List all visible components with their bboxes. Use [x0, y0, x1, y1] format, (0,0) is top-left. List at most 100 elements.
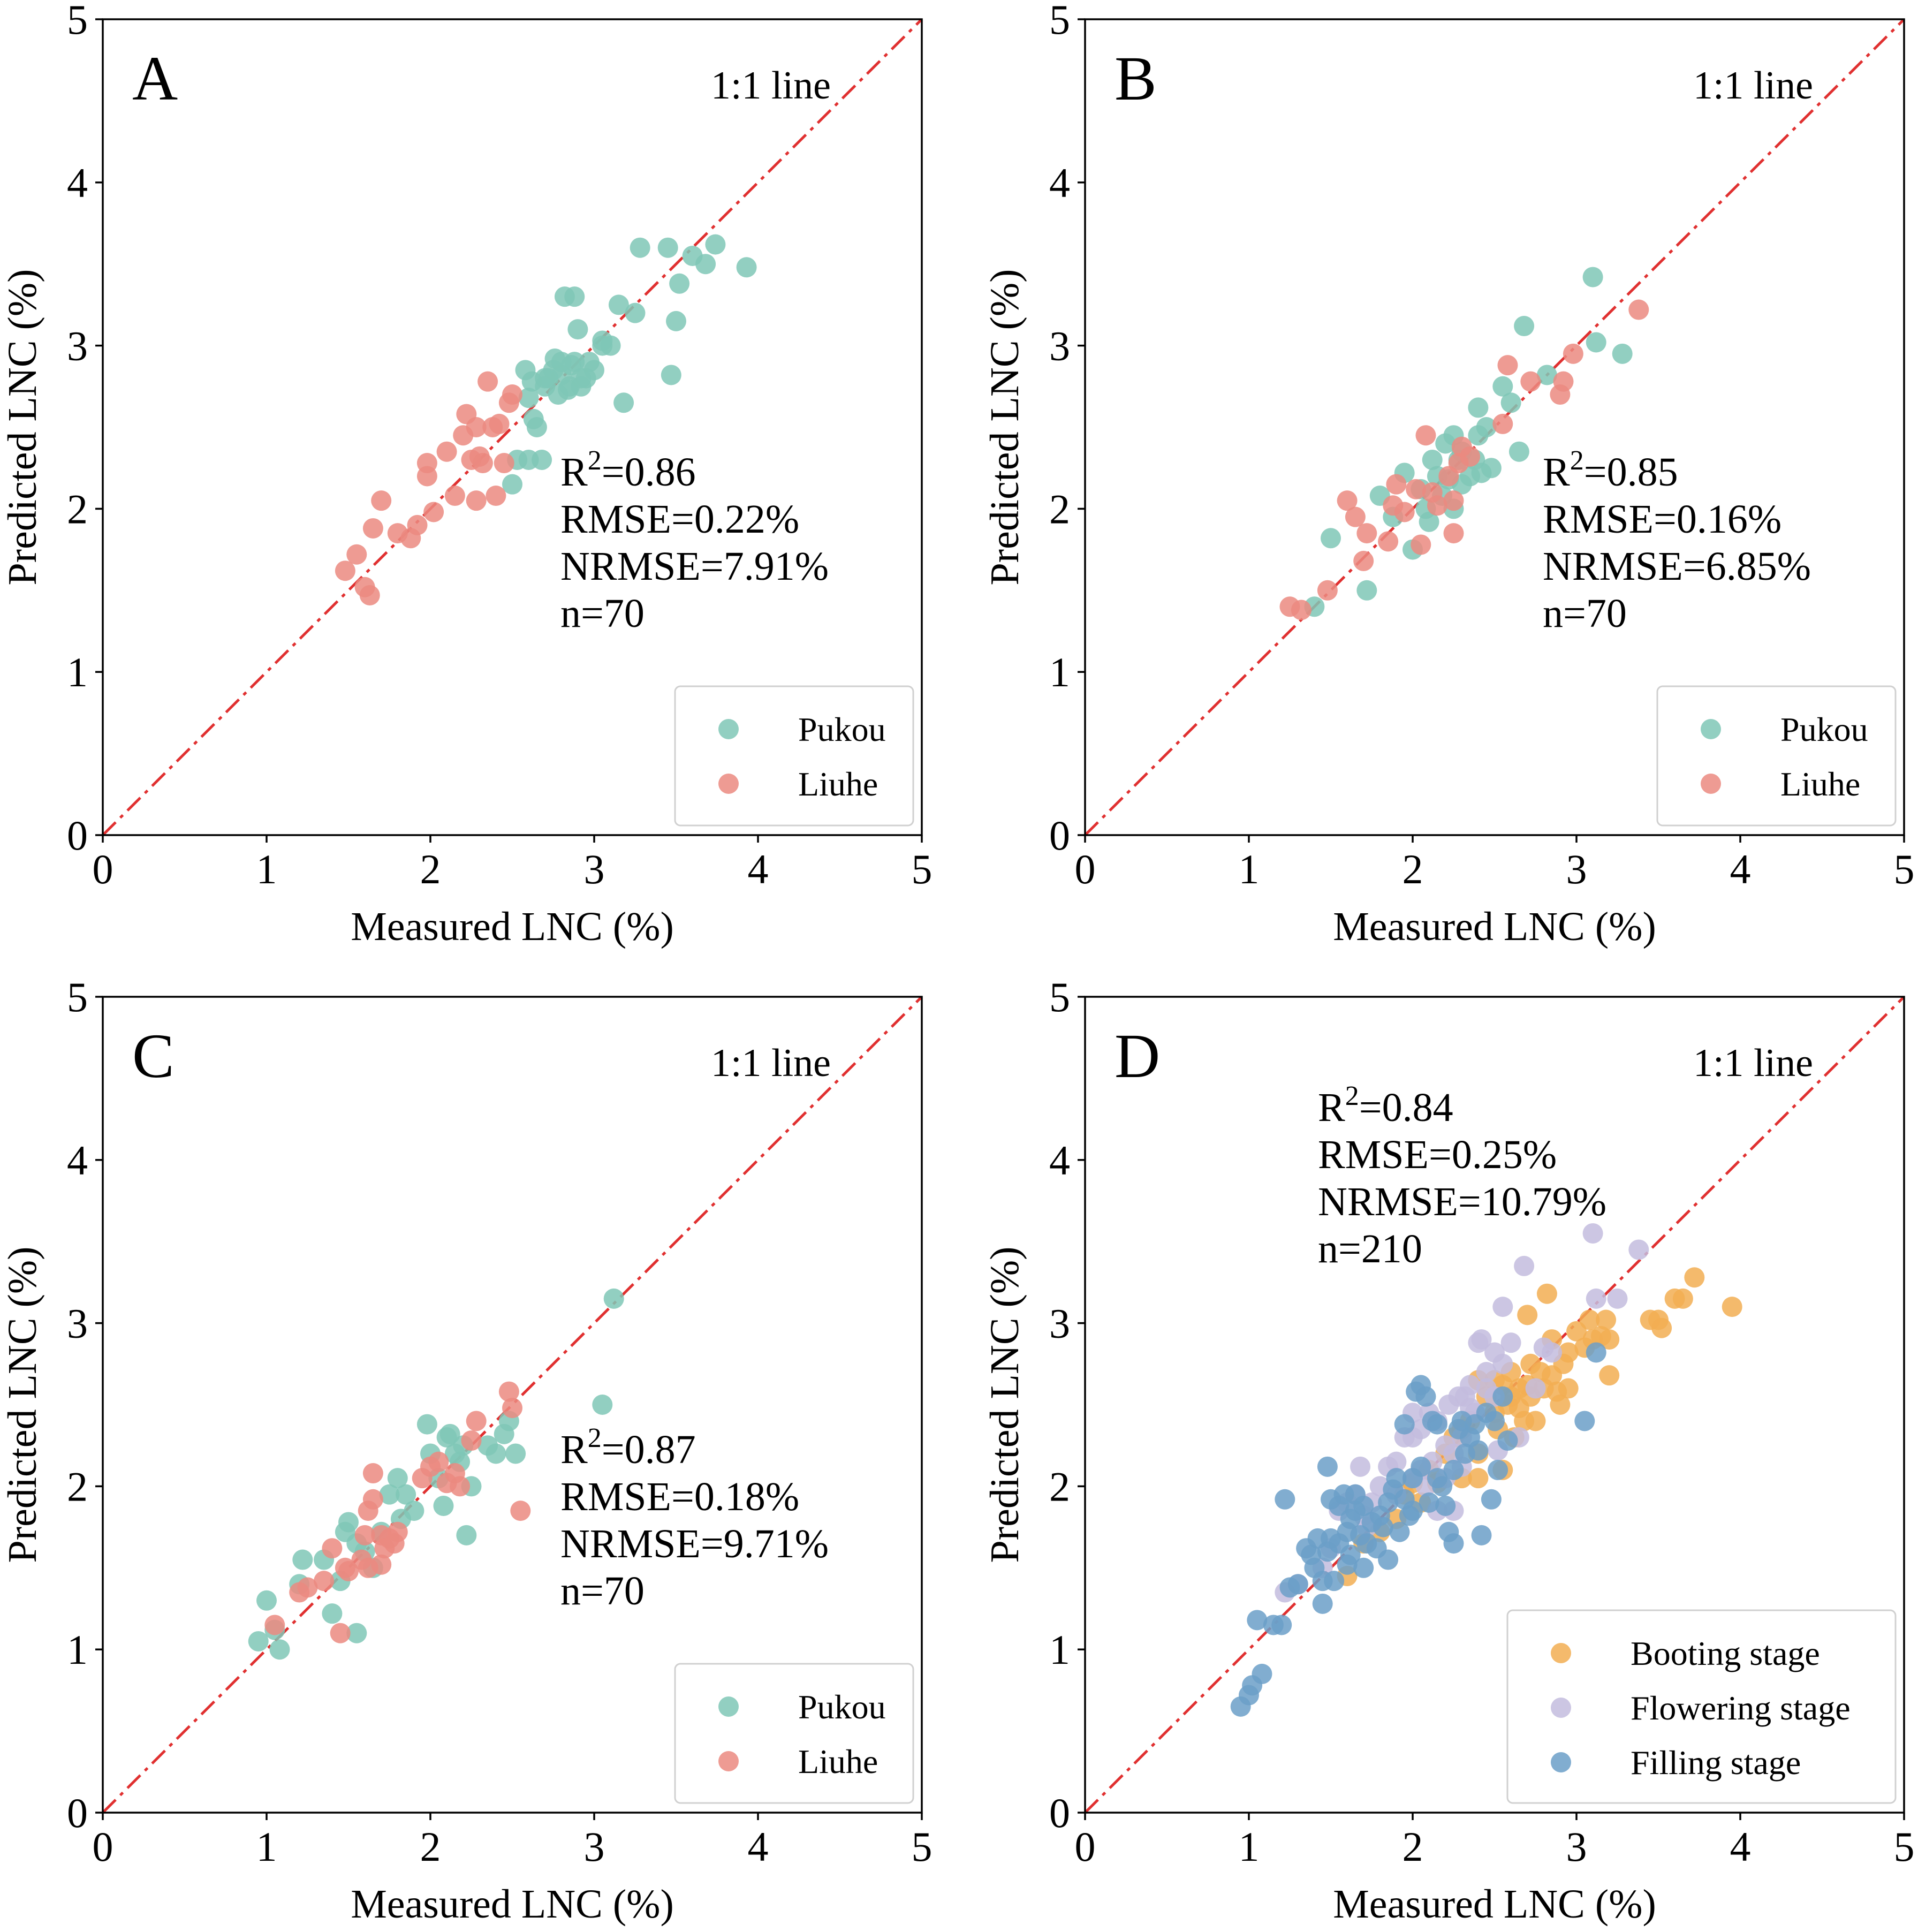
rmse-text: RMSE=0.25% [1318, 1132, 1557, 1177]
data-point [407, 514, 428, 535]
data-point [1263, 1615, 1284, 1635]
y-tick-label: 5 [1049, 0, 1070, 43]
panel-d: 00 1 1 2 2 3 3 4 4 5 5 Measured LNC (%) Predicted LN… [982, 974, 1915, 1927]
x-tick-label: 2 [420, 1823, 441, 1870]
data-point [1553, 371, 1574, 392]
legend-label: Liuhe [798, 1742, 878, 1781]
data-point [335, 1557, 355, 1578]
data-point [1353, 1557, 1374, 1578]
data-point [1386, 1451, 1407, 1472]
data-point [1468, 397, 1489, 418]
data-point [1563, 343, 1583, 364]
data-point [477, 371, 498, 392]
data-point [489, 413, 510, 434]
data-point [1378, 1549, 1399, 1570]
data-point [1722, 1297, 1742, 1317]
panel-c: 00 1 1 2 2 3 3 4 4 5 5 Measured LNC (%) Predicted LN… [0, 974, 933, 1927]
data-point [1476, 1362, 1497, 1383]
legend-label: Pukou [798, 1688, 886, 1726]
legend-marker [1701, 719, 1721, 739]
data-point [1252, 1663, 1272, 1684]
r2-text: R2=0.84 [1318, 1081, 1453, 1130]
x-axis-label: Measured LNC (%) [351, 904, 674, 949]
y-tick-label: 0 [67, 1790, 88, 1836]
data-point [1672, 1288, 1693, 1309]
data-point [1492, 376, 1513, 397]
data-point [1353, 550, 1374, 571]
nrmse-text: NRMSE=10.79% [1318, 1179, 1606, 1224]
nrmse-text: NRMSE=9.71% [560, 1521, 829, 1566]
data-point [502, 384, 522, 405]
x-tick-label: 3 [584, 1823, 605, 1870]
x-tick-label: 0 [1075, 846, 1096, 892]
data-point [603, 1288, 624, 1309]
data-point [592, 330, 613, 351]
data-point [1394, 502, 1415, 522]
data-point [1287, 1574, 1308, 1595]
data-point [486, 1443, 506, 1464]
y-tick-label: 5 [1049, 974, 1070, 1020]
data-point [1443, 523, 1464, 544]
plot-frame [102, 18, 923, 836]
data-point [1317, 1456, 1338, 1477]
legend-label: Flowering stage [1631, 1689, 1851, 1727]
one-to-one-label: 1:1 line [711, 64, 831, 108]
series-liuhe [264, 1381, 531, 1643]
x-tick-label: 4 [748, 846, 769, 892]
data-point [502, 1398, 522, 1419]
y-tick-label: 4 [1049, 1137, 1070, 1184]
data-point [1386, 474, 1407, 495]
y-tick-label: 2 [1049, 486, 1070, 532]
data-point [1488, 1459, 1508, 1480]
data-point [705, 234, 726, 255]
data-point [371, 1525, 392, 1545]
y-tick-label: 1 [1049, 649, 1070, 695]
data-point [1373, 1517, 1393, 1537]
data-point [1628, 1239, 1649, 1260]
data-point [1514, 1411, 1535, 1431]
legend-label: Pukou [1780, 710, 1868, 748]
data-point [502, 474, 522, 495]
data-point [461, 1430, 482, 1451]
x-tick-label: 5 [912, 846, 933, 892]
panel-letter: D [1115, 1021, 1160, 1091]
data-point [1471, 1525, 1492, 1545]
y-tick-label: 4 [1049, 160, 1070, 206]
x-tick-label: 4 [1730, 1823, 1751, 1870]
r2-text: R2=0.87 [560, 1423, 696, 1472]
data-point [1406, 479, 1427, 499]
x-tick-label: 2 [1403, 846, 1423, 892]
data-point [450, 1476, 471, 1497]
data-point [423, 502, 444, 522]
x-tick-label: 0 [1075, 1823, 1096, 1870]
x-tick-label: 5 [1894, 1823, 1915, 1870]
legend-label: Liuhe [1780, 765, 1860, 803]
data-point [1415, 425, 1436, 446]
data-point [396, 1484, 416, 1505]
data-point [1481, 1489, 1502, 1510]
data-point [1443, 1459, 1464, 1480]
x-tick-label: 1 [256, 846, 277, 892]
legend-marker [718, 774, 739, 794]
data-point [1378, 531, 1399, 552]
data-point [436, 441, 457, 462]
data-point [1419, 511, 1439, 532]
one-to-one-label: 1:1 line [1693, 1041, 1813, 1085]
x-tick-label: 4 [748, 1823, 769, 1870]
legend-label: Booting stage [1631, 1634, 1820, 1672]
data-point [486, 486, 506, 506]
data-point [1468, 1468, 1489, 1489]
data-point [494, 453, 514, 474]
r2-text: R2=0.86 [560, 445, 696, 495]
y-tick-label: 1 [1049, 1626, 1070, 1673]
data-point [1415, 1386, 1436, 1407]
data-point [404, 1501, 424, 1521]
data-point [1411, 1456, 1431, 1477]
y-tick-label: 1 [67, 1626, 88, 1673]
data-point [518, 388, 539, 408]
y-tick-label: 5 [67, 0, 88, 43]
data-point [608, 294, 629, 315]
data-point [613, 392, 634, 413]
n-text: n=210 [1318, 1226, 1422, 1271]
